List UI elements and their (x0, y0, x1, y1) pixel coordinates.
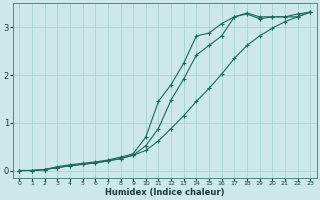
X-axis label: Humidex (Indice chaleur): Humidex (Indice chaleur) (105, 188, 225, 197)
